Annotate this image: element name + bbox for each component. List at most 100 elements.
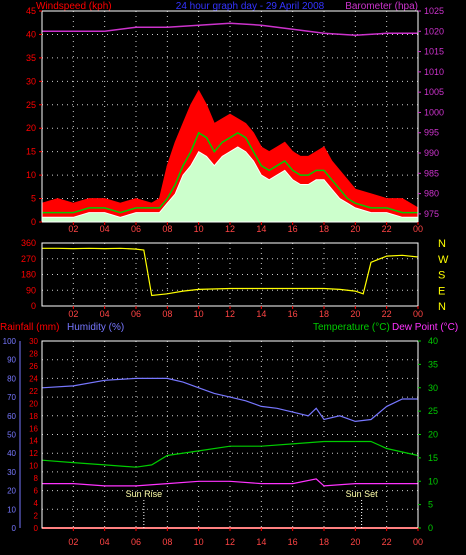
x-tick-label: 02 <box>68 224 78 234</box>
windspeed-tick-label: 10 <box>26 170 36 180</box>
x-tick-label: 04 <box>100 537 110 547</box>
x-tick-label: 18 <box>319 537 329 547</box>
x-tick-label: 00 <box>413 309 423 319</box>
barometer-tick-label: 1000 <box>424 107 444 117</box>
temperature-tick-label: 40 <box>428 336 438 346</box>
temperature-tick-label: 10 <box>428 476 438 486</box>
windspeed-tick-label: 5 <box>31 194 36 204</box>
barometer-tick-label: 990 <box>424 148 439 158</box>
barometer-tick-label: 1010 <box>424 67 444 77</box>
humidity-tick-label: 80 <box>7 374 16 383</box>
humidity-axis-title: Humidity (%) <box>67 322 124 333</box>
dewpoint-axis-title: Dew Point (°C) <box>392 322 458 333</box>
graph-title: 24 hour graph day - 29 April 2008 <box>176 1 325 12</box>
rainfall-tick-label: 4 <box>34 499 39 508</box>
barometer-tick-label: 980 <box>424 189 439 199</box>
windspeed-tick-label: 45 <box>26 6 36 16</box>
dewpoint-series <box>42 478 418 487</box>
x-tick-label: 00 <box>413 537 423 547</box>
rainfall-tick-label: 14 <box>29 437 38 446</box>
x-tick-label: 10 <box>194 537 204 547</box>
x-tick-label: 14 <box>256 309 266 319</box>
x-tick-label: 16 <box>288 537 298 547</box>
x-tick-label: 22 <box>382 537 392 547</box>
x-tick-label: 12 <box>225 537 235 547</box>
x-tick-label: 16 <box>288 309 298 319</box>
windspeed-tick-label: 30 <box>26 76 36 86</box>
temperature-tick-label: 5 <box>428 500 433 510</box>
humidity-series <box>41 377 418 423</box>
rainfall-tick-label: 2 <box>34 512 39 521</box>
temperature-series <box>41 440 419 468</box>
panel-frame-2 <box>41 242 419 307</box>
rainfall-tick-label: 16 <box>29 424 38 433</box>
humidity-tick-label: 90 <box>7 356 16 365</box>
temperature-tick-label: 15 <box>428 453 438 463</box>
temperature-tick-label: 0 <box>428 523 433 533</box>
rainfall-tick-label: 6 <box>34 487 39 496</box>
sunrise-label: Sun Rise <box>126 489 163 499</box>
barometer-axis-title: Barometer (hpa) <box>345 1 418 12</box>
temperature-tick-label: 25 <box>428 406 438 416</box>
x-tick-label: 08 <box>162 224 172 234</box>
barometer-tick-label: 985 <box>424 168 439 178</box>
rainfall-tick-label: 8 <box>34 474 39 483</box>
panel-frame-3 <box>41 340 419 529</box>
windspeed-axis-title: Windspeed (kph) <box>36 1 112 12</box>
x-tick-label: 04 <box>100 309 110 319</box>
x-tick-label: 18 <box>319 309 329 319</box>
rainfall-tick-label: 24 <box>29 374 38 383</box>
compass-label: N <box>438 238 446 250</box>
rainfall-tick-label: 28 <box>29 349 38 358</box>
rainfall-tick-label: 12 <box>29 449 38 458</box>
x-tick-label: 02 <box>68 537 78 547</box>
barometer-tick-label: 1020 <box>424 26 444 36</box>
x-tick-label: 20 <box>350 309 360 319</box>
rainfall-tick-label: 26 <box>29 362 38 371</box>
humidity-tick-label: 10 <box>7 505 16 514</box>
x-tick-label: 00 <box>413 224 423 234</box>
x-tick-label: 18 <box>319 224 329 234</box>
rainfall-tick-label: 22 <box>29 387 38 396</box>
x-tick-label: 06 <box>131 537 141 547</box>
x-tick-label: 22 <box>382 309 392 319</box>
compass-label: N <box>438 301 446 313</box>
x-tick-label: 22 <box>382 224 392 234</box>
x-tick-label: 16 <box>288 224 298 234</box>
wind-mean-series <box>42 131 418 214</box>
x-tick-label: 08 <box>162 309 172 319</box>
x-tick-label: 20 <box>350 537 360 547</box>
wind-direction-series <box>42 247 419 297</box>
x-tick-label: 06 <box>131 224 141 234</box>
rainfall-axis-title: Rainfall (mm) <box>0 322 59 333</box>
windspeed-tick-label: 20 <box>26 123 36 133</box>
direction-tick-label: 0 <box>31 301 36 311</box>
x-tick-label: 10 <box>194 224 204 234</box>
rainfall-tick-label: 20 <box>29 399 38 408</box>
x-tick-label: 04 <box>100 224 110 234</box>
barometer-tick-label: 995 <box>424 128 439 138</box>
compass-label: E <box>438 285 445 297</box>
x-tick-label: 10 <box>194 309 204 319</box>
humidity-tick-label: 50 <box>7 431 16 440</box>
direction-tick-label: 90 <box>26 285 36 295</box>
rainfall-tick-label: 30 <box>29 337 38 346</box>
x-tick-label: 12 <box>225 309 235 319</box>
direction-tick-label: 270 <box>21 254 36 264</box>
barometer-tick-label: 1005 <box>424 87 444 97</box>
compass-label: W <box>438 254 449 266</box>
windspeed-tick-label: 40 <box>26 29 36 39</box>
temperature-tick-label: 20 <box>428 430 438 440</box>
x-tick-label: 14 <box>256 537 266 547</box>
humidity-tick-label: 70 <box>7 393 16 402</box>
x-tick-label: 12 <box>225 224 235 234</box>
windspeed-tick-label: 25 <box>26 100 36 110</box>
windspeed-tick-label: 0 <box>31 217 36 227</box>
humidity-tick-label: 20 <box>7 487 16 496</box>
windspeed-tick-label: 35 <box>26 53 36 63</box>
direction-tick-label: 360 <box>21 238 36 248</box>
barometer-tick-label: 1015 <box>424 47 444 57</box>
x-tick-label: 02 <box>68 309 78 319</box>
